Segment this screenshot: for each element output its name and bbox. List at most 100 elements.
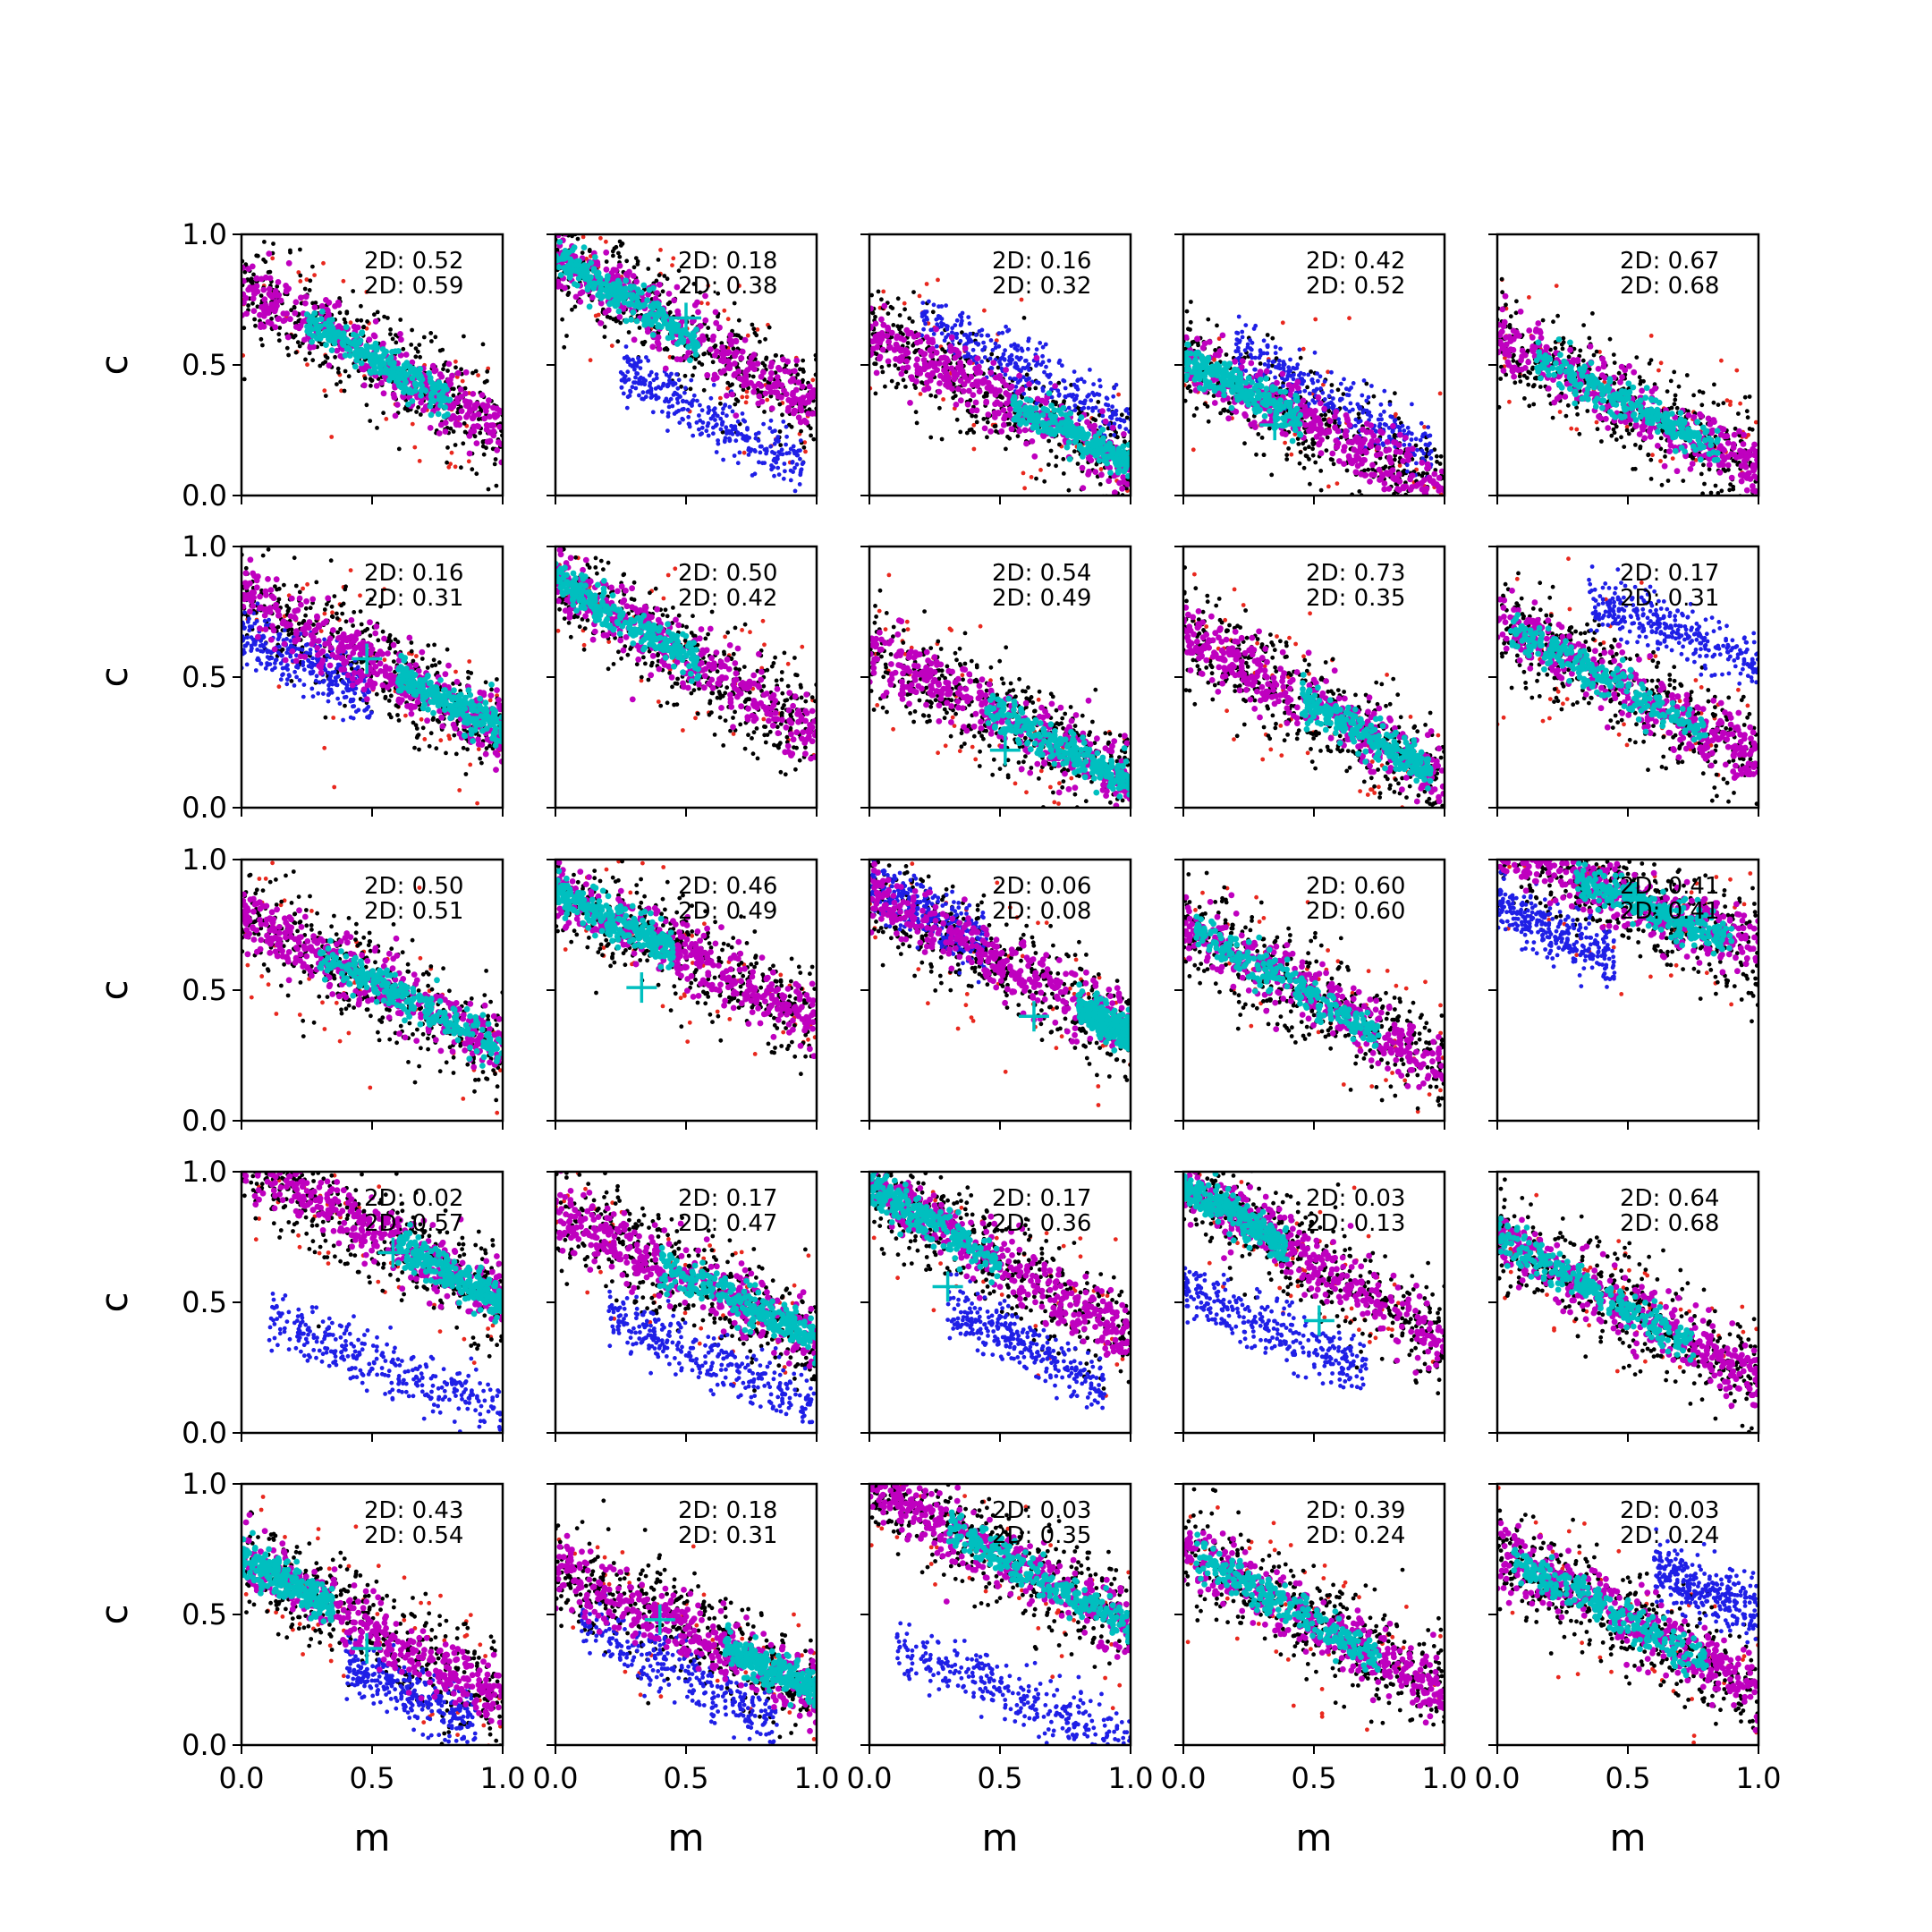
mid-point — [594, 258, 601, 266]
alt-cluster-point — [1413, 436, 1419, 442]
alt-cluster-point — [1242, 348, 1248, 352]
core-point — [640, 282, 648, 289]
outlier-point — [810, 377, 816, 383]
alt-cluster-point — [1316, 378, 1320, 384]
outer-point — [1425, 471, 1429, 476]
outer-point — [251, 272, 256, 277]
mid-point — [484, 438, 491, 445]
outlier-point — [718, 395, 723, 401]
mid-point — [716, 324, 723, 331]
core-point — [428, 398, 435, 405]
core-point — [555, 264, 563, 271]
alt-cluster-point — [654, 372, 659, 377]
outer-point — [472, 434, 478, 439]
outer-point — [620, 242, 625, 246]
mid-point — [990, 360, 997, 366]
alt-cluster-point — [720, 411, 725, 416]
outer-point — [1189, 300, 1193, 304]
outer-point — [981, 394, 987, 399]
alt-cluster-point — [762, 461, 767, 465]
outer-point — [642, 339, 648, 344]
alt-cluster-point — [650, 410, 656, 415]
outer-point — [1381, 466, 1386, 471]
outer-point — [359, 303, 363, 309]
alt-cluster-point — [919, 311, 925, 316]
outer-point — [768, 394, 774, 399]
alt-cluster-point — [1307, 391, 1312, 396]
core-point — [687, 357, 693, 364]
mid-point — [1038, 397, 1046, 404]
mid-point — [1119, 485, 1125, 492]
core-point — [446, 396, 453, 403]
outer-point — [1188, 319, 1193, 325]
mid-point — [805, 411, 812, 417]
alt-cluster-point — [1117, 425, 1123, 429]
outer-point — [930, 309, 936, 315]
outer-point — [1096, 400, 1101, 404]
mid-point — [490, 432, 497, 439]
mid-point — [980, 379, 987, 386]
alt-cluster-point — [1351, 381, 1356, 386]
core-point — [304, 323, 310, 330]
alt-cluster-point — [666, 404, 672, 410]
mid-point — [724, 392, 730, 399]
alt-cluster-point — [1233, 349, 1239, 354]
alt-cluster-point — [1097, 377, 1102, 383]
alt-cluster-point — [771, 465, 776, 470]
mid-point — [287, 316, 293, 323]
mid-point — [397, 331, 403, 337]
alt-cluster-point — [969, 355, 974, 360]
alt-cluster-point — [686, 414, 691, 419]
alt-cluster-point — [1368, 414, 1374, 419]
alt-cluster-point — [791, 444, 796, 449]
mid-point — [462, 390, 469, 397]
mid-point — [904, 364, 911, 371]
alt-cluster-point — [690, 403, 694, 408]
alt-cluster-point — [776, 472, 782, 477]
outer-point — [780, 412, 784, 418]
outer-point — [801, 367, 805, 372]
core-point — [331, 340, 338, 347]
alt-cluster-point — [788, 468, 793, 473]
alt-cluster-point — [790, 460, 795, 464]
outer-point — [1218, 411, 1223, 416]
mid-point — [572, 293, 580, 301]
mid-point — [983, 399, 989, 406]
mid-point — [739, 348, 746, 355]
alt-cluster-point — [1410, 402, 1414, 407]
outer-point — [880, 369, 886, 375]
alt-cluster-point — [1240, 335, 1245, 340]
mid-point — [360, 382, 368, 389]
core-point — [358, 360, 365, 367]
outer-point — [1324, 448, 1329, 453]
outer-point — [1226, 401, 1232, 405]
mid-point — [729, 391, 735, 398]
alt-cluster-point — [724, 425, 729, 430]
outlier-point — [699, 301, 704, 306]
mid-point — [973, 407, 980, 414]
core-point — [676, 338, 683, 345]
alt-cluster-point — [1004, 324, 1008, 329]
alt-cluster-point — [678, 394, 682, 399]
outer-point — [346, 374, 352, 379]
alt-cluster-point — [792, 451, 797, 456]
alt-cluster-point — [993, 341, 998, 346]
core-point — [1124, 472, 1131, 479]
core-point — [364, 352, 371, 359]
core-point — [1034, 414, 1041, 421]
mid-point — [1000, 421, 1007, 428]
mid-point — [572, 253, 579, 260]
alt-cluster-point — [711, 408, 716, 412]
alt-cluster-point — [1238, 352, 1243, 357]
core-point — [644, 320, 650, 327]
core-point — [403, 361, 411, 369]
outlier-point — [1021, 470, 1026, 476]
alt-cluster-point — [1271, 359, 1276, 364]
core-point — [428, 377, 434, 385]
outlier-point — [765, 397, 770, 402]
outer-point — [1344, 468, 1350, 473]
alt-cluster-point — [1072, 403, 1078, 408]
alt-cluster-point — [1015, 380, 1021, 386]
core-point — [1041, 420, 1047, 428]
